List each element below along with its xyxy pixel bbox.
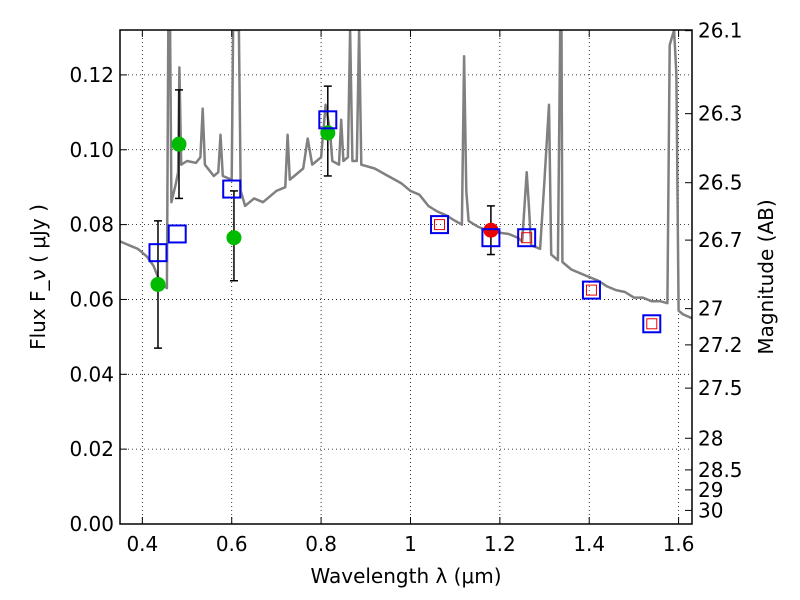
- model-spectrum: [120, 30, 692, 320]
- y-tick-label: 0.04: [69, 362, 114, 386]
- x-tick-label: 0.8: [305, 532, 337, 556]
- right-tick-label: 27: [698, 297, 723, 321]
- photometry-square: [318, 110, 338, 130]
- right-tick-label: 28: [698, 426, 723, 450]
- right-tick-label: 27.5: [698, 376, 743, 400]
- data-point-circle: [226, 230, 242, 246]
- x-tick-label: 1.2: [484, 532, 516, 556]
- x-tick-label: 1.4: [573, 532, 605, 556]
- right-tick-label: 26.1: [698, 19, 743, 43]
- x-tick-label: 0.6: [216, 532, 248, 556]
- right-tick-label: 26.7: [698, 228, 743, 252]
- photometry-square: [481, 228, 501, 248]
- y-axis-label-left-text: Flux F_ν ( μJy ): [26, 204, 50, 350]
- grid-lines: [120, 30, 692, 525]
- right-tick-label: 28.5: [698, 458, 743, 482]
- right-tick-label: 26.3: [698, 102, 743, 126]
- x-tick-label: 1.6: [663, 532, 695, 556]
- plot-frame: [119, 29, 693, 525]
- data-points: [148, 85, 662, 349]
- right-tick-label: 26.5: [698, 171, 743, 195]
- photometry-square: [148, 243, 168, 263]
- data-point-circle: [150, 276, 166, 292]
- y-axis-ticks: 0.00 0.02 0.04 0.06 0.08 0.10 0.12: [69, 63, 127, 536]
- y-tick-label: 0.02: [69, 437, 114, 461]
- data-point-circle: [171, 136, 187, 152]
- photometry-square: [581, 280, 601, 300]
- y-tick-label: 0.06: [69, 287, 114, 311]
- photometry-square: [517, 228, 537, 248]
- photometry-square: [222, 179, 242, 199]
- x-axis-label: Wavelength λ (μm): [310, 564, 501, 588]
- photometry-square-inner: [521, 232, 533, 244]
- right-tick-label: 27.2: [698, 333, 743, 357]
- photometry-square: [642, 314, 662, 334]
- y-tick-label: 0.08: [69, 213, 114, 237]
- photometry-square-inner: [434, 219, 446, 231]
- data-point-circle: [483, 222, 499, 238]
- y-axis-label-left: Flux F_ν ( μJy ): [26, 204, 50, 350]
- x-tick-label: 1: [404, 532, 417, 556]
- y-tick-label: 0.12: [69, 63, 114, 87]
- x-axis-ticks: 0.4 0.6 0.8 1 1.2 1.4 1.6: [126, 30, 695, 556]
- y-axis-label-right: Magnitude (AB): [754, 199, 778, 354]
- photometry-square-inner: [646, 318, 658, 330]
- y-tick-label: 0.10: [69, 138, 114, 162]
- x-tick-label: 0.4: [126, 532, 158, 556]
- photometry-square: [430, 215, 450, 235]
- right-tick-label: 29: [698, 478, 723, 502]
- photometry-square-inner: [585, 284, 597, 296]
- photometry-square: [167, 224, 187, 244]
- spectrum-line: [120, 30, 692, 320]
- right-tick-label: 30: [698, 498, 723, 522]
- y-tick-label: 0.00: [69, 512, 114, 536]
